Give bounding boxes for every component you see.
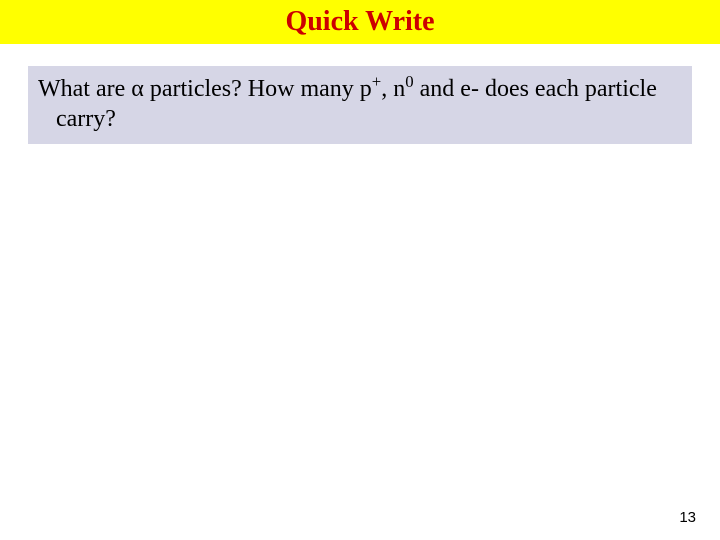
question-sup1: +: [372, 72, 381, 91]
question-sup2: 0: [405, 72, 413, 91]
page-number: 13: [679, 509, 696, 526]
question-box: What are α particles? How many p+, n0 an…: [28, 66, 692, 144]
slide-title: Quick Write: [285, 6, 434, 38]
question-text: What are α particles? How many p+, n0 an…: [38, 74, 682, 134]
question-part2: , n: [381, 76, 405, 102]
question-part1: What are α particles? How many p: [38, 76, 372, 102]
title-bar: Quick Write: [0, 0, 720, 44]
